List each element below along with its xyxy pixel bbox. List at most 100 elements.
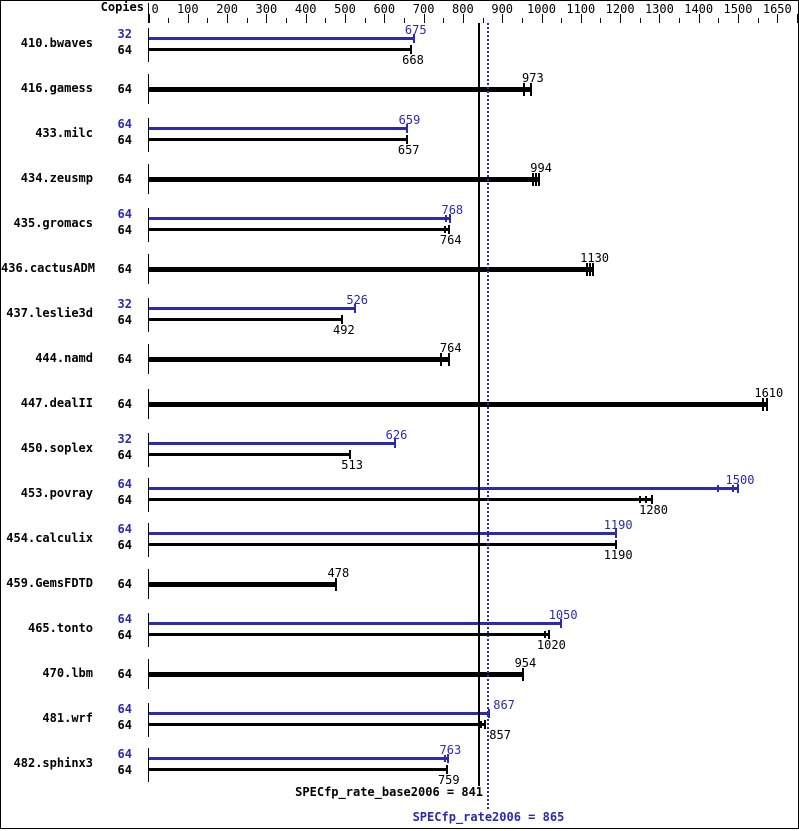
bar-end-cap (445, 765, 448, 774)
benchmark-label: 481.wrf (42, 711, 93, 725)
axis-tick-label: 1650 (762, 2, 792, 16)
axis-tick-minor (443, 18, 444, 23)
benchmark-label: 437.leslie3d (6, 306, 93, 320)
bar-end-cap (449, 214, 452, 223)
run-mark (638, 496, 641, 503)
copies-value: 64 (117, 628, 132, 642)
group-baseline (148, 344, 149, 374)
axis-tick-label: 0 (151, 2, 159, 16)
axis-tick-major (581, 14, 582, 23)
group-baseline (148, 164, 149, 194)
base-bar (149, 87, 531, 92)
bar-value-label: 763 (439, 743, 462, 757)
benchmark-label: 444.namd (35, 351, 93, 365)
bar-end-cap (765, 398, 768, 411)
bar-end-cap (349, 450, 352, 459)
bar-value-label: 1050 (548, 608, 578, 622)
bar-value-label: 764 (439, 233, 462, 247)
base-bar (149, 453, 351, 456)
group-baseline (148, 433, 149, 467)
run-mark (644, 496, 647, 503)
benchmark-label: 410.bwaves (20, 36, 93, 50)
axis-tick-label: 600 (373, 2, 396, 16)
benchmark-label: 436.cactusADM (1, 261, 95, 275)
bar-end-cap (529, 83, 532, 96)
axis-tick-major (266, 14, 267, 23)
axis-tick-major (542, 14, 543, 23)
benchmark-label: 453.povray (20, 486, 93, 500)
bar-end-cap (615, 529, 618, 538)
axis-tick-major (620, 14, 621, 23)
base-bar (149, 267, 593, 272)
copies-value: 64 (117, 493, 132, 507)
axis-end-tick (797, 14, 798, 23)
bar-end-cap (650, 495, 653, 504)
bar-value-label: 626 (385, 428, 408, 442)
base-bar (149, 723, 486, 726)
base-bar (149, 402, 767, 407)
benchmark-label: 434.zeusmp (20, 171, 93, 185)
copies-value: 64 (117, 397, 132, 411)
bar-value-label: 759 (437, 773, 460, 787)
run-mark (544, 631, 547, 638)
benchmark-label: 465.tonto (27, 621, 93, 635)
bar-value-label: 768 (441, 203, 464, 217)
base-bar (149, 138, 407, 141)
group-baseline (148, 703, 149, 737)
run-mark (444, 755, 447, 762)
axis-tick-minor (679, 18, 680, 23)
benchmark-label: 459.GemsFDTD (6, 576, 93, 590)
axis-tick-minor (286, 18, 287, 23)
peak-bar (149, 622, 562, 625)
bar-end-cap (538, 173, 541, 186)
group-baseline (148, 208, 149, 242)
base-bar (149, 228, 449, 231)
copies-value: 64 (117, 718, 132, 732)
bar-value-label: 1280 (639, 503, 668, 517)
axis-tick-minor (640, 18, 641, 23)
axis-tick-major (699, 14, 700, 23)
copies-value: 64 (117, 477, 132, 491)
bar-end-cap (405, 135, 408, 144)
axis-tick-label: 1000 (527, 2, 556, 16)
bar-value-label: 1500 (725, 473, 755, 487)
axis-tick-minor (600, 18, 601, 23)
run-mark (732, 485, 734, 492)
copies-value: 64 (117, 763, 132, 777)
bar-value-label: 675 (404, 23, 427, 37)
peak-bar (149, 217, 451, 220)
copies-value: 32 (117, 27, 132, 41)
benchmark-label: 435.gromacs (13, 216, 93, 230)
copies-value: 64 (117, 117, 132, 131)
benchmark-label: 482.sphinx3 (13, 756, 93, 770)
axis-tick-major (738, 14, 739, 23)
group-baseline (148, 613, 149, 647)
base-bar (149, 633, 550, 636)
group-baseline (148, 298, 149, 332)
axis-tick-minor (168, 18, 169, 23)
bar-value-label: 1190 (603, 548, 633, 562)
run-mark (439, 353, 442, 366)
copies-value: 32 (117, 432, 132, 446)
axis-tick-minor (561, 18, 562, 23)
bar-value-label: 657 (397, 143, 420, 157)
bar-end-cap (615, 540, 618, 549)
axis-tick-major (188, 14, 189, 23)
axis-tick-minor (522, 18, 523, 23)
run-mark (535, 173, 538, 186)
benchmark-label: 447.dealII (20, 396, 93, 410)
axis-tick-major (777, 14, 778, 23)
base-bar (149, 177, 540, 182)
base-bar (149, 582, 337, 587)
run-mark (532, 173, 535, 186)
copies-value: 64 (117, 747, 132, 761)
group-baseline (148, 74, 149, 104)
bar-value-label: 1020 (536, 638, 566, 652)
axis-tick-major (384, 14, 385, 23)
bar-value-label: 867 (493, 698, 515, 712)
peak-summary-label: SPECfp_rate2006 = 865 (412, 810, 565, 824)
axis-tick-label: 1100 (566, 2, 596, 16)
axis-tick-label: 500 (334, 2, 356, 16)
bar-end-cap (447, 225, 450, 234)
